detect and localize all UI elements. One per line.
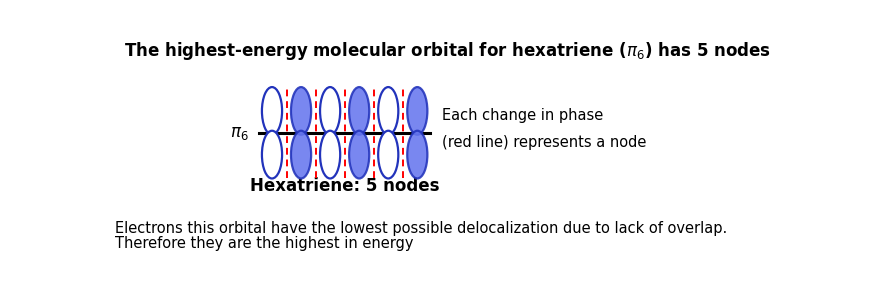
Ellipse shape [407,87,427,135]
Text: Therefore they are the highest in energy: Therefore they are the highest in energy [115,236,414,251]
Text: $\pi_6$: $\pi_6$ [230,124,249,142]
Text: The highest-energy molecular orbital for hexatriene ($\pi_6$) has 5 nodes: The highest-energy molecular orbital for… [124,40,772,62]
Ellipse shape [349,87,369,135]
Ellipse shape [291,131,311,179]
Ellipse shape [407,131,427,179]
Ellipse shape [378,87,399,135]
Text: Electrons this orbital have the lowest possible delocalization due to lack of ov: Electrons this orbital have the lowest p… [115,221,728,235]
Ellipse shape [262,131,282,179]
Ellipse shape [320,131,340,179]
Ellipse shape [262,87,282,135]
Text: (red line) represents a node: (red line) represents a node [442,135,647,150]
Text: Each change in phase: Each change in phase [442,108,603,123]
Ellipse shape [320,87,340,135]
Text: Hexatriene: 5 nodes: Hexatriene: 5 nodes [250,177,440,195]
Ellipse shape [378,131,399,179]
Ellipse shape [291,87,311,135]
Ellipse shape [349,131,369,179]
